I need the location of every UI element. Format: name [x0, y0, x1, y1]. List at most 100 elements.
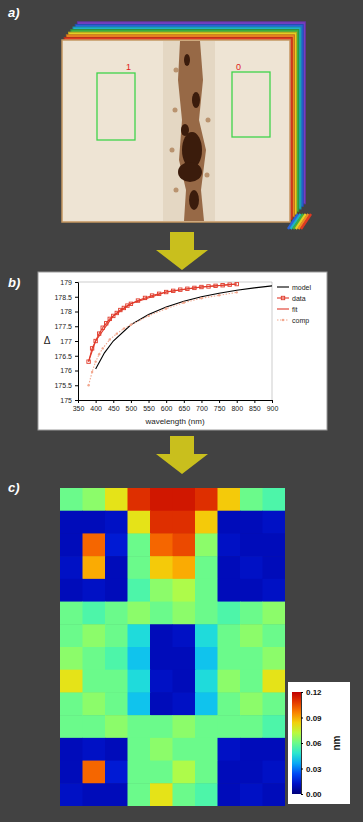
y-tick-label: 176.5 [54, 352, 72, 359]
micrograph-shade [163, 41, 215, 221]
plot-area [87, 282, 272, 386]
heat-cell [60, 579, 83, 602]
micrograph [62, 40, 290, 222]
heat-cell [173, 511, 196, 534]
x-tick-label: 450 [108, 405, 120, 412]
heat-cell [105, 556, 128, 579]
x-tick-label: 400 [90, 405, 102, 412]
heat-cell [105, 715, 128, 738]
heat-cell [60, 715, 83, 738]
heat-cell [195, 715, 218, 738]
data-point [87, 384, 89, 386]
color-bar-label: nm [331, 735, 342, 750]
heat-cell [83, 647, 106, 670]
data-point [91, 371, 93, 373]
heat-cell [128, 761, 151, 784]
data-point [183, 301, 185, 303]
legend-label: data [292, 295, 306, 302]
region-label: 0 [236, 62, 241, 72]
heat-cell [128, 624, 151, 647]
x-tick-mark [201, 400, 202, 403]
heat-cell [195, 761, 218, 784]
heat-cell [240, 761, 263, 784]
micrograph-spot [174, 188, 179, 193]
heat-cell [60, 738, 83, 761]
color-tick: 0.00 [301, 790, 322, 799]
heat-cell [105, 783, 128, 806]
heat-cell [263, 511, 286, 534]
data-point [123, 327, 125, 329]
color-tick: 0.03 [301, 765, 322, 774]
heat-cell [83, 488, 106, 511]
color-bar-frame [288, 682, 350, 804]
heat-cell [240, 624, 263, 647]
background [0, 0, 363, 822]
series-line [96, 286, 272, 369]
heat-cell [240, 488, 263, 511]
micrograph-spot [170, 148, 175, 153]
heat-cell [60, 624, 83, 647]
image-stack: 10 [62, 22, 311, 229]
y-tick-mark [75, 341, 78, 342]
heat-cell [128, 556, 151, 579]
heat-cell [105, 533, 128, 556]
x-tick-mark [96, 400, 97, 403]
heat-cell [150, 602, 173, 625]
heat-cell [150, 647, 173, 670]
x-tick: 650 [178, 400, 190, 412]
heat-cell [173, 761, 196, 784]
heat-cell [173, 556, 196, 579]
heat-cell [218, 579, 241, 602]
panel-label: b) [8, 275, 20, 290]
region-box [232, 72, 270, 137]
y-tick-label: 179 [60, 279, 72, 286]
legend-swatch [277, 297, 289, 298]
heat-cell [263, 579, 286, 602]
heat-cell [173, 488, 196, 511]
figure: a)b)c)1035040045050055060065070075080085… [0, 0, 363, 822]
color-tick-mark [301, 692, 303, 693]
heat-cell [60, 511, 83, 534]
color-tick-label: 0.03 [306, 765, 322, 774]
x-tick-mark [149, 400, 150, 403]
heat-cell [60, 647, 83, 670]
flow-arrow [156, 436, 208, 474]
heat-cell [60, 533, 83, 556]
x-tick: 550 [143, 400, 155, 412]
heat-cell [240, 738, 263, 761]
line-chart: 3504004505005506006507007508008509001751… [38, 272, 327, 430]
heat-cell [240, 556, 263, 579]
heat-cell [105, 511, 128, 534]
x-tick-mark [113, 400, 114, 403]
heat-cell [128, 511, 151, 534]
heat-cell [60, 692, 83, 715]
heat-cell [60, 602, 83, 625]
legend-swatch [277, 286, 289, 287]
heat-cells [60, 488, 285, 806]
plot-frame-right [272, 282, 273, 400]
heat-cell [60, 783, 83, 806]
heat-cell [83, 738, 106, 761]
color-bar-ramp [292, 692, 301, 794]
heat-cell [195, 624, 218, 647]
heat-cell [173, 738, 196, 761]
heat-cell [195, 533, 218, 556]
y-tick-label: 177.5 [54, 323, 72, 330]
data-point [200, 297, 202, 299]
heat-cell [83, 715, 106, 738]
y-tick: 175 [60, 397, 78, 404]
y-tick-mark [75, 400, 78, 401]
micrograph-blob [178, 162, 202, 182]
heat-cell [173, 783, 196, 806]
heat-cell [240, 511, 263, 534]
heat-cell [218, 647, 241, 670]
region-label: 1 [126, 62, 131, 72]
x-tick-label: 700 [196, 405, 208, 412]
legend-label: comp [292, 317, 309, 325]
x-tick-label: 550 [143, 405, 155, 412]
heat-cell [128, 488, 151, 511]
heat-cell [128, 692, 151, 715]
y-axis-line [75, 283, 79, 401]
heat-cell [195, 579, 218, 602]
heat-cell [195, 511, 218, 534]
